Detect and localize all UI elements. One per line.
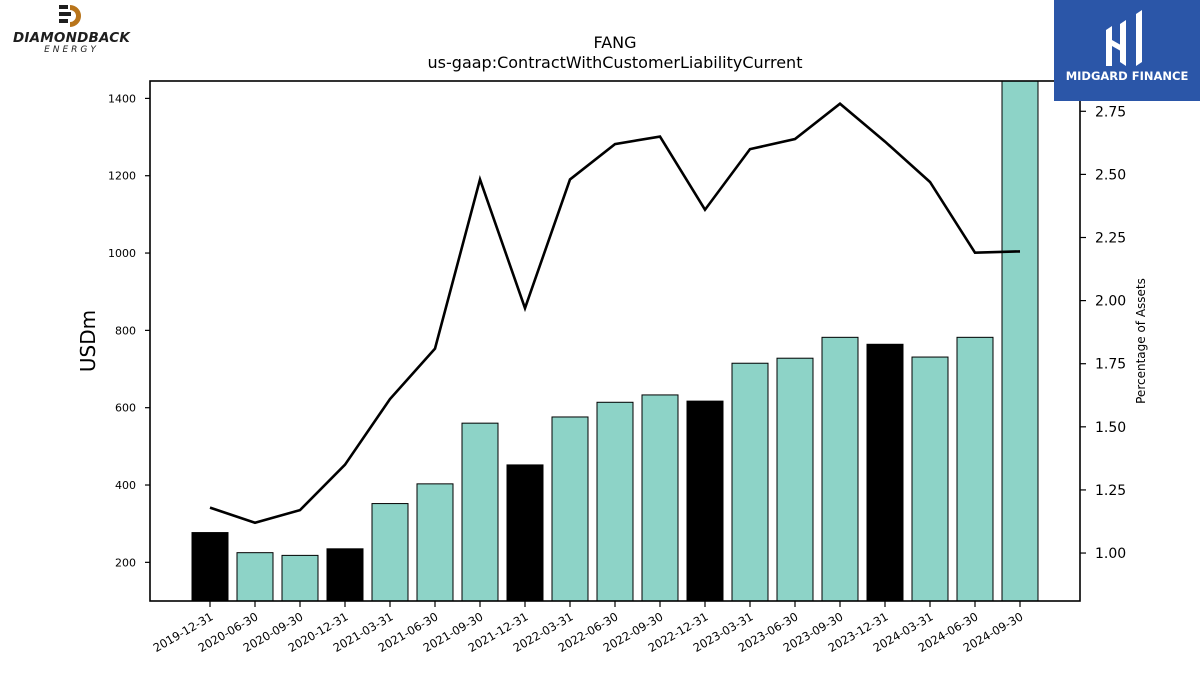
bar-series	[191, 80, 1039, 602]
bar-2022-09-30	[641, 394, 679, 602]
bar-2023-09-30	[821, 336, 859, 602]
bar-2024-09-30	[1001, 80, 1039, 602]
bar-2019-12-31	[191, 532, 229, 602]
y2-tick-label: 1.50	[1095, 420, 1126, 436]
midgard-m-logo-icon	[1106, 10, 1142, 66]
midgard-wordmark: MIDGARD FINANCE	[1065, 69, 1189, 83]
y2-tick-label: 1.75	[1095, 357, 1126, 373]
y2-tick-label: 1.25	[1095, 483, 1126, 499]
bar-2023-03-31	[731, 362, 769, 602]
bar-2022-06-30	[596, 401, 634, 602]
bar-2020-06-30	[236, 552, 274, 602]
chart-subtitle: us-gaap:ContractWithCustomerLiabilityCur…	[428, 53, 803, 72]
chart-title: FANG	[593, 33, 636, 52]
axes: 200 400 600 800 1000 1200 1400 1.00 1.25 1.50 1.75…	[108, 80, 1126, 655]
bar-2021-12-31	[506, 464, 544, 602]
bar-2021-06-30	[416, 483, 454, 602]
diamondback-d-logo-icon	[59, 5, 81, 27]
y2-tick-label: 2.25	[1095, 231, 1126, 247]
y2-axis-label: Percentage of Assets	[1134, 278, 1148, 404]
y-tick-label: 1200	[108, 170, 136, 183]
y-tick-label: 800	[115, 324, 136, 337]
line-series	[209, 102, 1021, 525]
bar-2024-06-30	[956, 336, 994, 602]
y-tick-label: 1400	[108, 92, 136, 105]
y-axis-label: USDm	[76, 310, 100, 372]
diamondback-logo: DIAMONDBACK ENERGY	[4, 4, 139, 56]
bar-2023-12-31	[866, 343, 904, 602]
y-tick-label: 1000	[108, 247, 136, 260]
bar-2020-09-30	[281, 554, 319, 602]
bar-2022-03-31	[551, 416, 589, 602]
y-tick-label: 200	[115, 556, 136, 569]
diamondback-wordmark: DIAMONDBACK	[13, 30, 130, 46]
midgard-logo: MIDGARD FINANCE	[1054, 0, 1200, 101]
bar-2023-06-30	[776, 357, 814, 602]
y2-tick-label: 1.00	[1095, 546, 1126, 562]
y2-tick-label: 2.00	[1095, 294, 1126, 310]
y2-tick-label: 2.50	[1095, 167, 1126, 183]
bar-2022-12-31	[686, 400, 724, 602]
bar-2021-09-30	[461, 422, 499, 602]
bar-2020-12-31	[326, 548, 364, 602]
bar-2024-03-31	[911, 356, 949, 602]
y-tick-label: 400	[115, 479, 136, 492]
percentage-line	[209, 102, 1021, 525]
bar-2021-03-31	[371, 503, 409, 602]
y-tick-label: 600	[115, 402, 136, 415]
diamondback-subtitle: ENERGY	[44, 45, 99, 55]
y2-tick-label: 2.75	[1095, 104, 1126, 120]
